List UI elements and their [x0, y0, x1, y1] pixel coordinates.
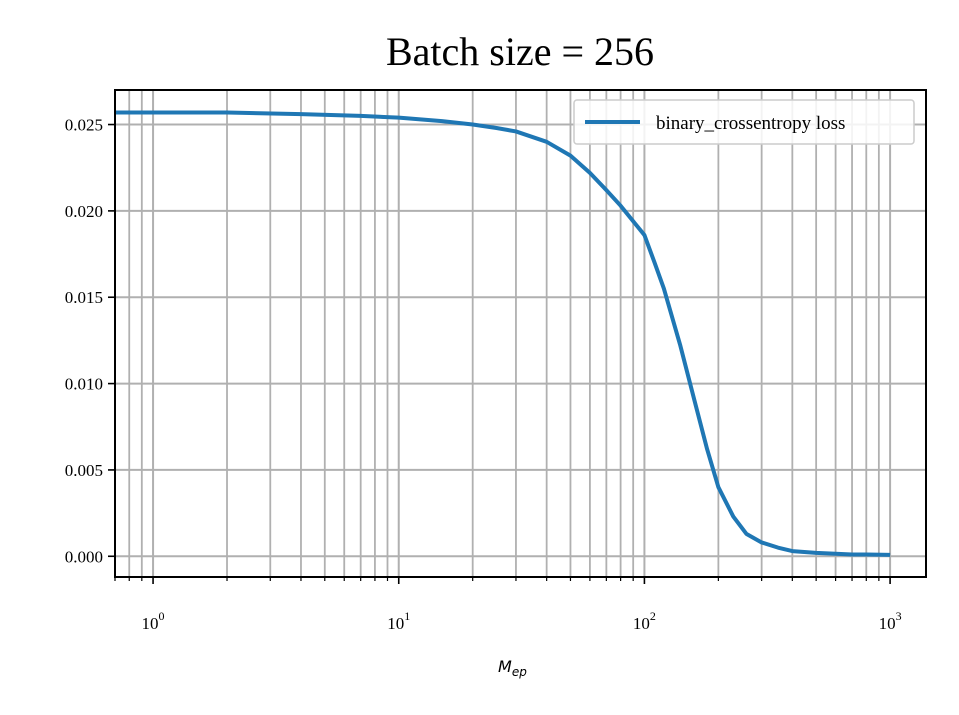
y-tick-label: 0.005	[65, 461, 103, 480]
series-layer	[115, 110, 891, 557]
y-tick-label: 0.015	[65, 288, 103, 307]
y-tick-label: 0.020	[65, 202, 103, 221]
x-tick-label: 102	[633, 609, 656, 633]
y-tick-label: 0.000	[65, 547, 103, 566]
x-tick-label: 101	[387, 609, 410, 633]
x-axis-label-base: M	[498, 657, 512, 676]
grid	[114, 90, 926, 577]
x-tick-label: 103	[879, 609, 902, 633]
chart-title: Batch size = 256	[386, 29, 654, 74]
x-tick-label: 100	[142, 609, 165, 633]
legend-label: binary_crossentropy loss	[656, 113, 845, 134]
x-axis-label-sub: ep	[512, 665, 527, 679]
legend-box	[573, 99, 915, 145]
x-axis-label: Mep	[498, 657, 527, 679]
legend: binary_crossentropy loss	[573, 99, 915, 145]
y-tick-label: 0.025	[65, 116, 103, 135]
ticks: 0.000 0.005 0.010 0.015 0.020 0.025 100 101 102 1…	[65, 116, 902, 633]
plot-frame	[114, 89, 927, 578]
svg-text:Mep: Mep	[498, 657, 527, 679]
y-tick-label: 0.010	[65, 375, 103, 394]
series-line-0	[115, 110, 891, 557]
